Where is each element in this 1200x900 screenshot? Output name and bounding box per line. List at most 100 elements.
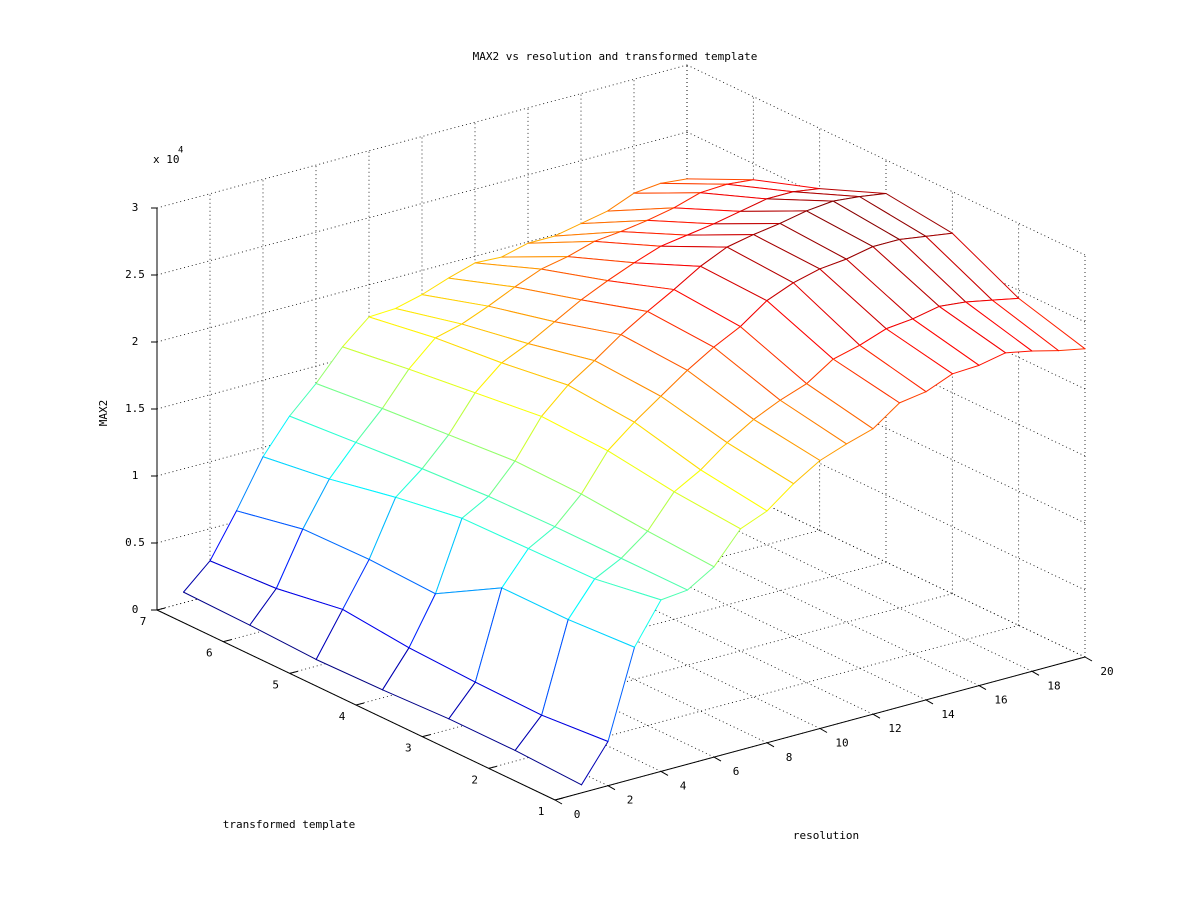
grid-line [686, 399, 1086, 591]
mesh-edge [739, 198, 768, 212]
mesh-edge [1005, 350, 1033, 354]
mesh-edge [567, 240, 595, 258]
mesh-edge [395, 468, 423, 498]
mesh-face [607, 192, 701, 212]
mesh-edge [806, 358, 834, 385]
mesh-edge [660, 234, 688, 247]
mesh-edge [607, 262, 635, 282]
mesh-edge [421, 294, 489, 307]
mesh-face [634, 183, 727, 194]
mesh-edge [474, 362, 503, 394]
mesh-edge [593, 231, 622, 242]
x-tick-label: 8 [786, 751, 793, 764]
mesh-face [939, 301, 1032, 353]
mesh-edge [899, 391, 927, 404]
mesh-face [607, 422, 701, 492]
mesh-edge [527, 343, 595, 362]
mesh-face [806, 201, 900, 247]
mesh-edge [541, 415, 609, 452]
mesh-edge [514, 268, 542, 288]
y-tick-label: 5 [272, 678, 279, 691]
mesh-edge [594, 360, 662, 397]
mesh-edge [938, 305, 1006, 354]
mesh-edge [315, 383, 383, 409]
y-axis-label: transformed template [223, 818, 355, 831]
mesh-face [488, 461, 582, 527]
mesh-face [515, 416, 608, 495]
mesh-face [528, 321, 621, 361]
mesh-edge [448, 718, 516, 751]
mesh-edge [461, 323, 529, 345]
mesh-face [289, 383, 383, 443]
mesh-face [422, 278, 515, 307]
mesh-edge [951, 232, 1020, 299]
mesh-edge [753, 399, 781, 420]
mesh-edge [275, 588, 344, 610]
y-tick-label: 6 [206, 647, 213, 660]
mesh-edge [488, 460, 516, 497]
mesh-edge [660, 369, 688, 397]
mesh-face [634, 246, 727, 267]
mesh-edge [581, 740, 609, 786]
mesh-edge [885, 328, 953, 375]
y-tick [422, 734, 431, 738]
mesh-edge [819, 258, 847, 270]
x-tick-label: 6 [733, 765, 740, 778]
x-tick-label: 12 [888, 722, 901, 735]
mesh-edge [541, 619, 569, 716]
mesh-face [409, 587, 502, 683]
x-axis-label: resolution [793, 829, 859, 842]
z-exponent-base: x 10 [153, 153, 180, 166]
mesh-edge [554, 321, 622, 336]
mesh-face [806, 359, 900, 429]
mesh-edge [209, 560, 277, 590]
mesh-edge [408, 593, 436, 649]
mesh-edge [792, 282, 861, 346]
mesh-face [236, 456, 330, 530]
mesh-edge [487, 286, 516, 307]
mesh-edge [726, 179, 754, 185]
mesh-edge [461, 495, 489, 519]
mesh-edge [726, 246, 794, 284]
x-tick [1084, 656, 1093, 662]
chart-title: MAX2 vs resolution and transformed templ… [473, 50, 758, 63]
mesh-edge [633, 182, 661, 194]
mesh-edge [368, 558, 436, 595]
mesh-edge [753, 418, 821, 461]
mesh-edge [647, 530, 715, 568]
mesh-edge [673, 491, 741, 530]
mesh-edge [580, 299, 648, 312]
mesh-edge [700, 246, 728, 267]
mesh-face [568, 578, 661, 648]
mesh-edge [991, 299, 1059, 352]
mesh-edge [819, 188, 887, 194]
mesh-edge [607, 207, 675, 212]
mesh-edge [832, 196, 860, 202]
mesh-face [992, 298, 1085, 351]
mesh-edge [832, 344, 861, 360]
mesh-edge [434, 337, 503, 364]
x-tick [766, 742, 775, 748]
mesh-face [342, 316, 436, 370]
mesh-edge [368, 496, 397, 560]
mesh-edge [686, 369, 755, 420]
mesh-edge [713, 210, 741, 225]
mesh-edge [686, 346, 715, 371]
mesh-edge [806, 210, 874, 248]
mesh-edge [501, 362, 569, 386]
mesh-edge [686, 178, 754, 181]
mesh-face [435, 324, 529, 363]
mesh-edge [448, 277, 516, 288]
mesh-face [700, 442, 794, 511]
mesh-edge [448, 262, 476, 279]
mesh-face [886, 318, 979, 374]
mesh-edge [739, 300, 768, 328]
mesh-face [462, 496, 555, 549]
mesh-face [183, 560, 277, 626]
mesh-face [249, 588, 343, 660]
mesh-face [726, 179, 820, 192]
mesh-face [594, 334, 688, 397]
mesh-face [528, 231, 621, 244]
mesh-edge [302, 528, 370, 560]
